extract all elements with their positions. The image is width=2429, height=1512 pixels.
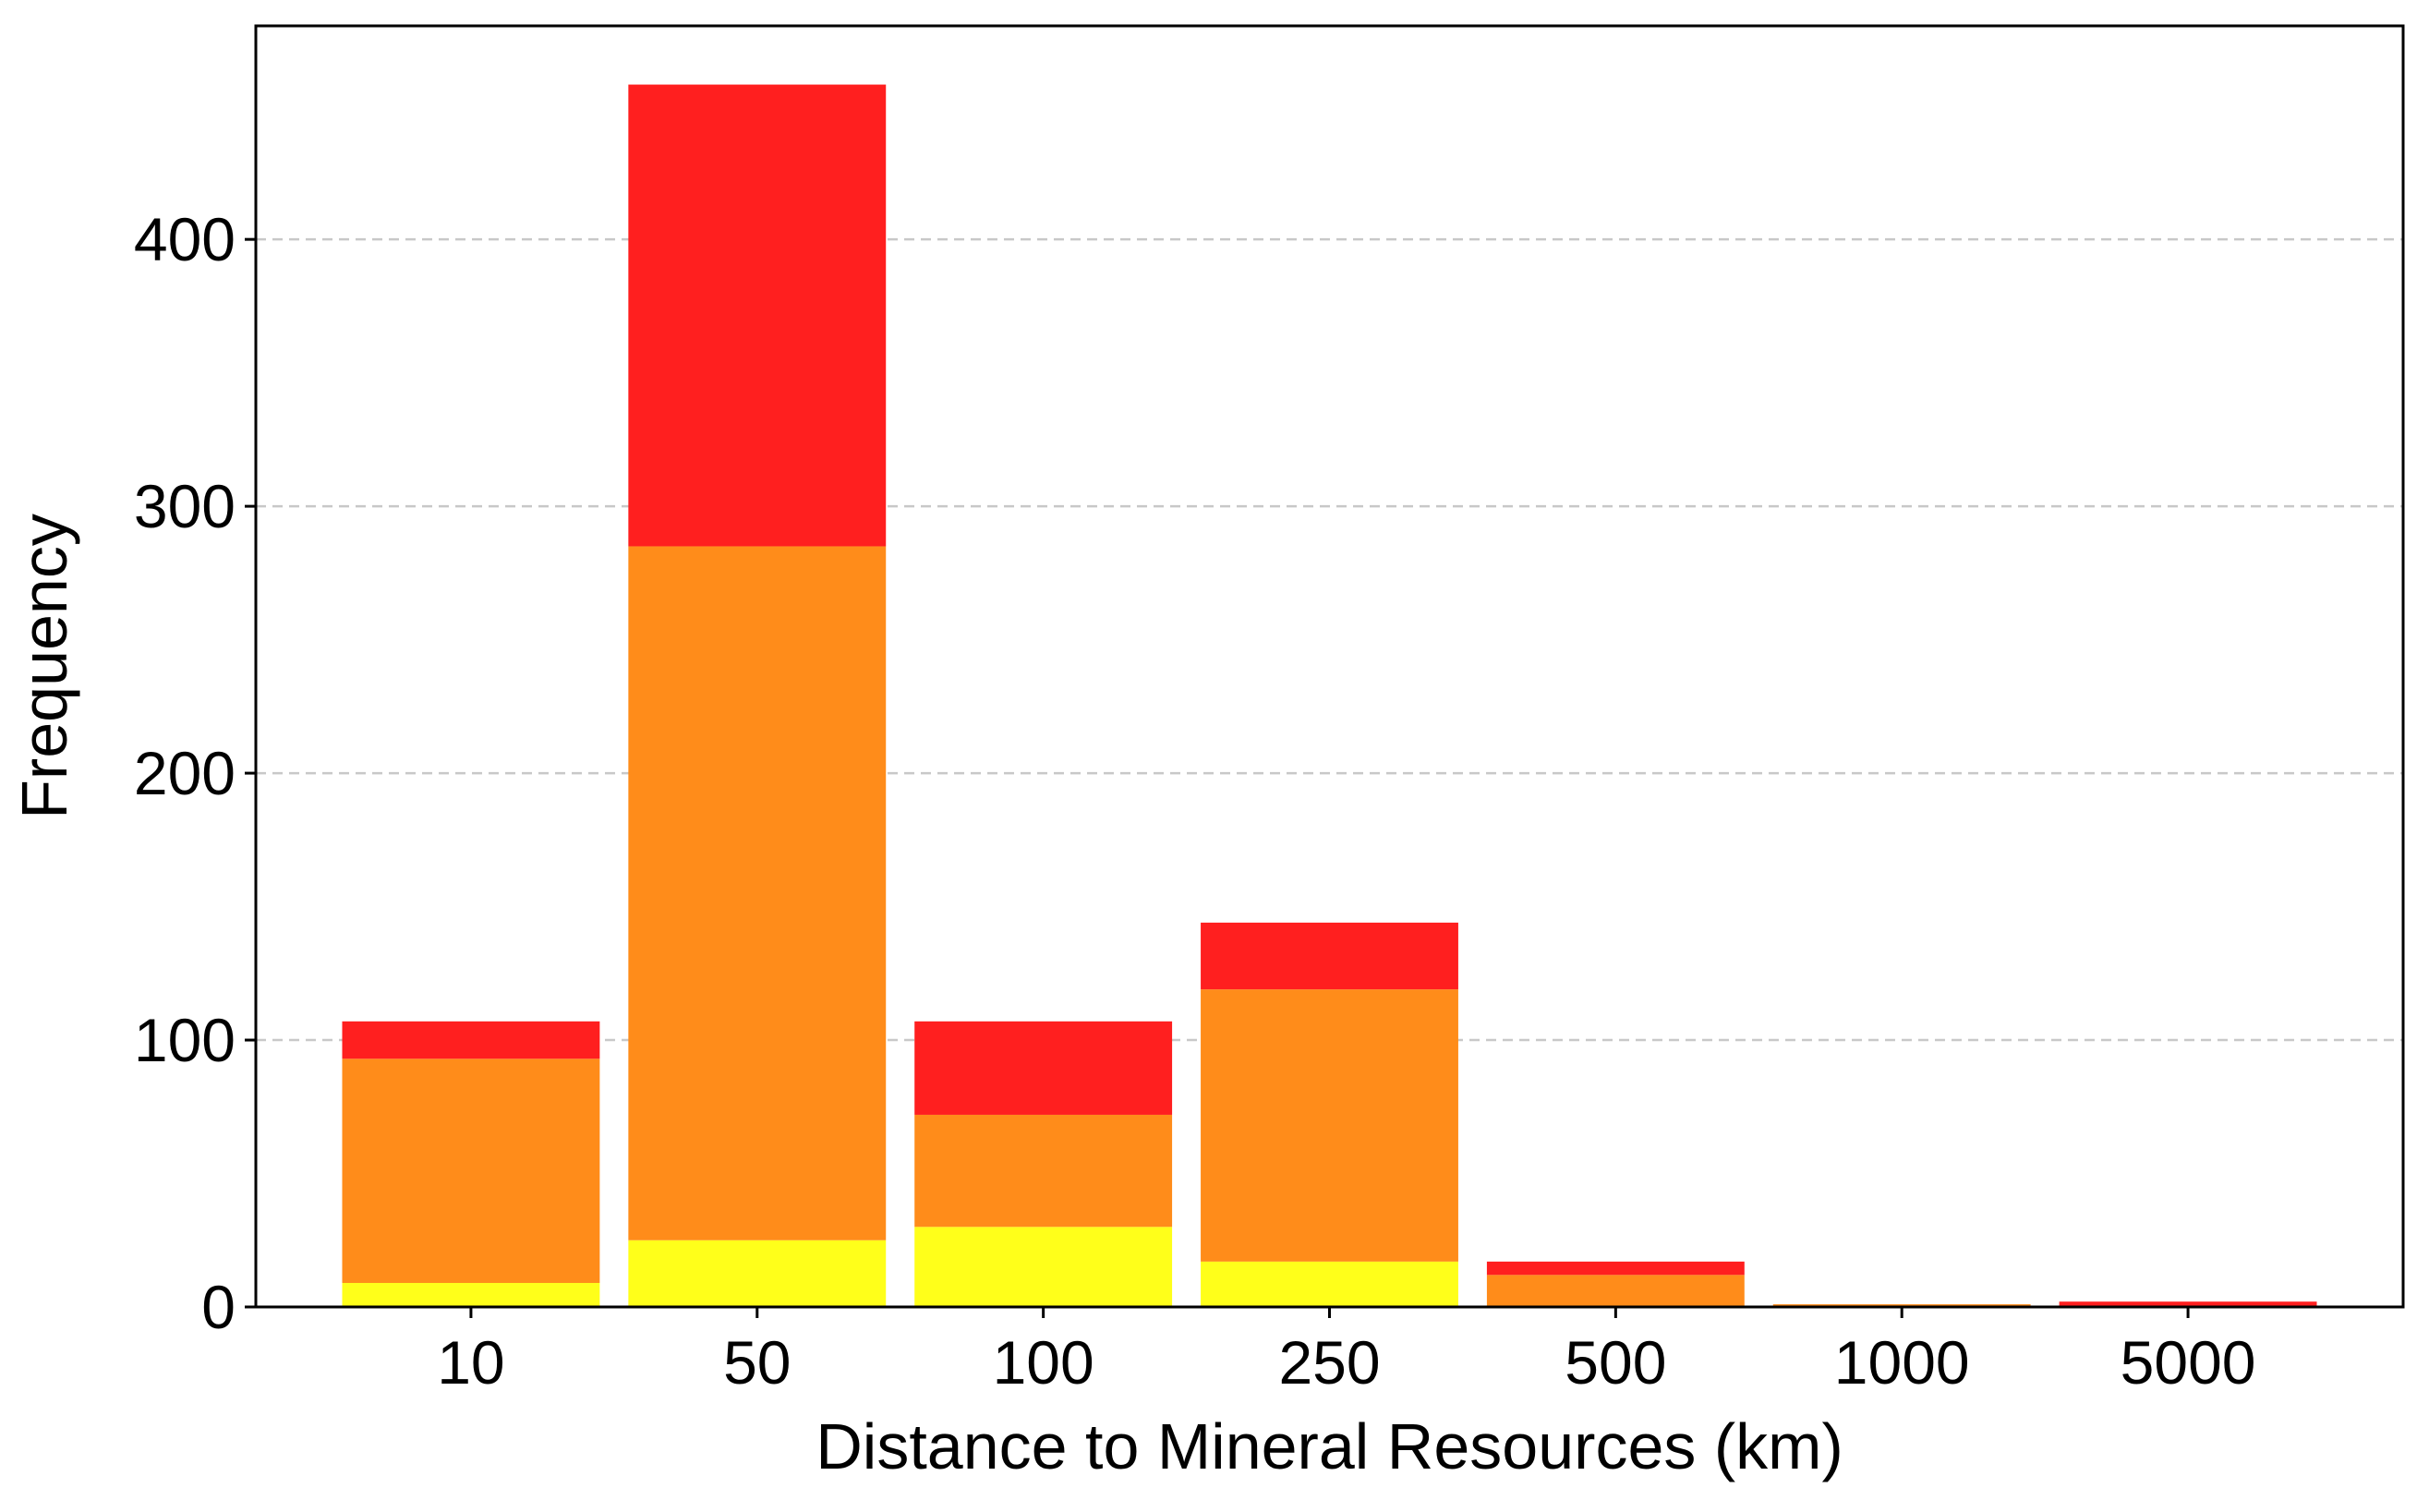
y-axis-title: Frequency xyxy=(8,514,80,819)
gridlines xyxy=(256,237,2403,1042)
x-tick-label: 500 xyxy=(1565,1328,1666,1397)
x-tick-label: 250 xyxy=(1278,1328,1380,1397)
x-axis-title: Distance to Mineral Resources (km) xyxy=(816,1410,1843,1482)
x-axis: 10 50 100 250 500 1000 5000 xyxy=(437,1307,2255,1397)
y-tick-label: 0 xyxy=(201,1273,236,1341)
x-tick-label: 1000 xyxy=(1834,1328,1970,1397)
bar-segment-250-s2 xyxy=(1201,922,1458,990)
bar-segment-100-s1 xyxy=(914,1114,1173,1228)
x-tick-label: 5000 xyxy=(2121,1328,2256,1397)
bar-segment-250-s0 xyxy=(1201,1261,1458,1307)
x-tick-label: 100 xyxy=(993,1328,1094,1397)
y-tick-label: 300 xyxy=(134,472,236,540)
bar-segment-50-s1 xyxy=(628,546,887,1240)
bars xyxy=(342,84,2317,1307)
bar-segment-10-s1 xyxy=(342,1058,600,1283)
y-tick-label: 400 xyxy=(134,205,236,273)
bar-segment-250-s1 xyxy=(1201,989,1458,1262)
x-tick-label: 50 xyxy=(723,1328,791,1397)
bar-segment-5000-s2 xyxy=(2059,1301,2317,1307)
bar-segment-500-s2 xyxy=(1486,1261,1745,1276)
bar-segment-100-s0 xyxy=(914,1227,1173,1307)
bar-segment-500-s1 xyxy=(1486,1275,1745,1307)
bar-segment-100-s2 xyxy=(914,1021,1173,1115)
bar-segment-10-s2 xyxy=(342,1021,600,1059)
y-axis: 0 100 200 300 400 xyxy=(134,205,256,1341)
x-tick-label: 10 xyxy=(437,1328,504,1397)
y-tick-label: 200 xyxy=(134,739,236,807)
bar-segment-50-s0 xyxy=(628,1240,887,1307)
bar-segment-50-s2 xyxy=(628,84,887,547)
y-tick-label: 100 xyxy=(134,1006,236,1074)
bar-segment-10-s0 xyxy=(342,1282,600,1307)
